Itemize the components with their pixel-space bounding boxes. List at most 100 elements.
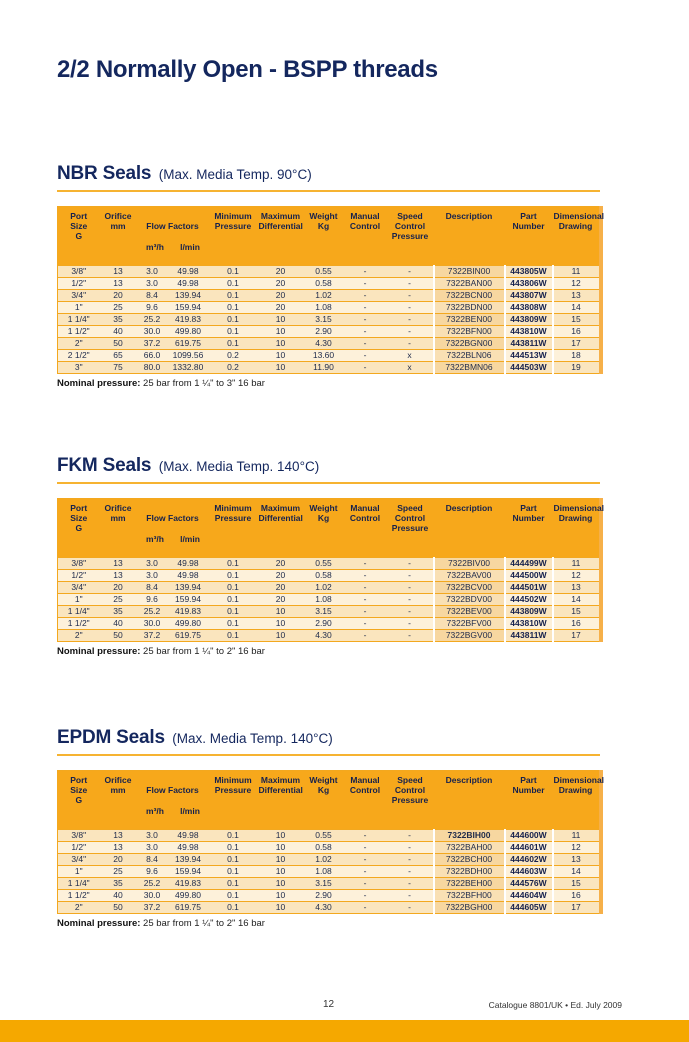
cell-port-size: 3/4" — [57, 289, 100, 302]
col-max-differential: Maximum Differential — [257, 498, 304, 558]
cell-dimensional-drawing: 16 — [552, 889, 602, 902]
cell-max-differential: 10 — [257, 889, 304, 902]
cell-weight: 0.58 — [303, 569, 344, 582]
cell-flow-m3h: 25.2 — [136, 605, 168, 618]
cell-description: 7322BGH00 — [432, 901, 506, 914]
cell-min-pressure: 0.1 — [208, 325, 258, 338]
cell-description: 7322BFV00 — [432, 617, 506, 630]
cell-flow-lmin: 419.83 — [167, 313, 209, 326]
cell-min-pressure: 0.1 — [208, 301, 258, 314]
cell-orifice: 40 — [99, 889, 137, 902]
seal-temp-note: (Max. Media Temp. 140°C) — [158, 459, 320, 475]
nominal-pressure-value: 25 bar from 1 ¼" to 3" 16 bar — [140, 378, 265, 390]
cell-min-pressure: 0.1 — [208, 265, 258, 278]
table-row: 3/4" 20 8.4 139.94 0.1 20 1.02 - - 7322B… — [57, 289, 602, 302]
cell-port-size: 1 1/4" — [57, 313, 100, 326]
col-orifice: Orifice mm — [99, 770, 137, 830]
cell-orifice: 20 — [99, 853, 137, 866]
cell-max-differential: 20 — [257, 569, 304, 582]
cell-min-pressure: 0.1 — [208, 569, 258, 582]
cell-description: 7322BGN00 — [432, 337, 506, 350]
cell-flow-lmin: 1099.56 — [167, 349, 209, 362]
cell-min-pressure: 0.2 — [208, 361, 258, 374]
cell-weight: 0.58 — [303, 277, 344, 290]
cell-speed-control: - — [386, 313, 434, 326]
cell-min-pressure: 0.1 — [208, 337, 258, 350]
cell-flow-m3h: 37.2 — [136, 901, 168, 914]
nominal-pressure-note: Nominal pressure: 25 bar from 1 ¼" to 2"… — [57, 646, 600, 658]
cell-weight: 1.02 — [303, 853, 344, 866]
col-dimensional-drawing: Dimensional Drawing — [552, 206, 604, 266]
cell-dimensional-drawing: 16 — [552, 325, 602, 338]
cell-dimensional-drawing: 15 — [552, 313, 602, 326]
col-flow-factors: Flow Factors m³/h l/min — [136, 770, 209, 830]
cell-max-differential: 10 — [257, 605, 304, 618]
cell-dimensional-drawing: 12 — [552, 569, 602, 582]
table-row: 1" 25 9.6 159.94 0.1 10 1.08 - - 7322BDH… — [57, 865, 602, 878]
cell-part-number: 444503W — [504, 361, 554, 374]
cell-speed-control: - — [386, 301, 434, 314]
cell-orifice: 50 — [99, 629, 137, 642]
cell-weight: 4.30 — [303, 629, 344, 642]
nominal-pressure-note: Nominal pressure: 25 bar from 1 ¼" to 2"… — [57, 918, 600, 930]
cell-speed-control: - — [386, 605, 434, 618]
cell-flow-m3h: 3.0 — [136, 569, 168, 582]
cell-flow-lmin: 49.98 — [167, 841, 209, 854]
cell-port-size: 3" — [57, 361, 100, 374]
flow-m3h-label: m³/h — [146, 534, 164, 545]
cell-manual-control: - — [343, 605, 387, 618]
cell-max-differential: 20 — [257, 557, 304, 570]
cell-speed-control: - — [386, 853, 434, 866]
cell-speed-control: - — [386, 337, 434, 350]
table-row: 1 1/2" 40 30.0 499.80 0.1 10 2.90 - - 73… — [57, 889, 602, 902]
col-description: Description — [433, 770, 505, 830]
cell-port-size: 1" — [57, 593, 100, 606]
cell-port-size: 1 1/2" — [57, 617, 100, 630]
cell-speed-control: - — [386, 557, 434, 570]
cell-port-size: 1/2" — [57, 841, 100, 854]
col-speed-control: Speed Control Pressure — [386, 770, 434, 830]
col-weight: Weight Kg — [303, 770, 344, 830]
cell-description: 7322BDH00 — [432, 865, 506, 878]
flow-factors-label: Flow Factors — [146, 513, 199, 524]
col-speed-control: Speed Control Pressure — [386, 498, 434, 558]
cell-min-pressure: 0.1 — [208, 581, 258, 594]
cell-max-differential: 10 — [257, 617, 304, 630]
cell-flow-lmin: 49.98 — [167, 277, 209, 290]
cell-port-size: 3/4" — [57, 581, 100, 594]
cell-manual-control: - — [343, 301, 387, 314]
cell-description: 7322BFN00 — [432, 325, 506, 338]
cell-speed-control: - — [386, 569, 434, 582]
cell-orifice: 35 — [99, 313, 137, 326]
cell-weight: 2.90 — [303, 889, 344, 902]
cell-max-differential: 10 — [257, 877, 304, 890]
cell-max-differential: 10 — [257, 901, 304, 914]
table-row: 1/2" 13 3.0 49.98 0.1 20 0.58 - - 7322BA… — [57, 277, 602, 290]
col-manual-control: Manual Control — [343, 206, 387, 266]
cell-port-size: 2" — [57, 629, 100, 642]
cell-flow-lmin: 499.80 — [167, 617, 209, 630]
cell-dimensional-drawing: 12 — [552, 841, 602, 854]
cell-flow-lmin: 139.94 — [167, 853, 209, 866]
cell-port-size: 1 1/2" — [57, 325, 100, 338]
col-orifice: Orifice mm — [99, 206, 137, 266]
cell-orifice: 65 — [99, 349, 137, 362]
cell-max-differential: 20 — [257, 277, 304, 290]
section-fkm-seals: FKM Seals (Max. Media Temp. 140°C) Port … — [57, 455, 604, 658]
cell-max-differential: 20 — [257, 301, 304, 314]
cell-speed-control: - — [386, 629, 434, 642]
cell-description: 7322BEN00 — [432, 313, 506, 326]
cell-min-pressure: 0.1 — [208, 889, 258, 902]
epdm-seals-table: Port Size G Orifice mm Flow Factors m³/h… — [57, 770, 604, 915]
cell-speed-control: - — [386, 865, 434, 878]
cell-flow-lmin: 159.94 — [167, 301, 209, 314]
cell-max-differential: 10 — [257, 629, 304, 642]
cell-min-pressure: 0.1 — [208, 289, 258, 302]
cell-orifice: 13 — [99, 277, 137, 290]
cell-weight: 1.02 — [303, 289, 344, 302]
cell-manual-control: - — [343, 325, 387, 338]
cell-description: 7322BLN06 — [432, 349, 506, 362]
col-description: Description — [433, 498, 505, 558]
bottom-accent-bar — [0, 1020, 689, 1042]
cell-orifice: 35 — [99, 605, 137, 618]
